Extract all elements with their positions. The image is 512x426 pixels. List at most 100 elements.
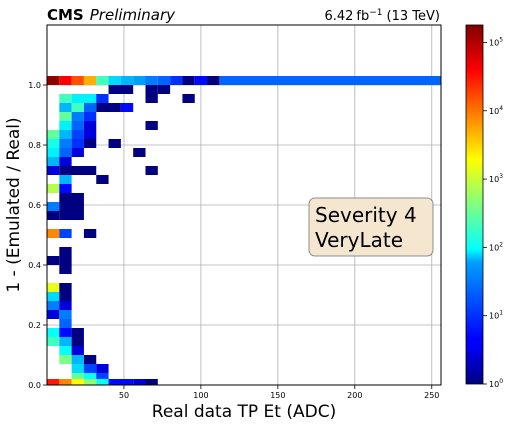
heatmap-cell [71, 373, 84, 379]
annotation-line-2: VeryLate [315, 228, 403, 252]
heatmap-cell [83, 364, 97, 373]
heatmap-cell [59, 256, 72, 265]
heatmap-cell [108, 139, 121, 148]
heatmap-cell [145, 94, 158, 103]
lumi-value: 6.42 [324, 9, 353, 24]
y-tick-label: 0.0 [28, 381, 41, 390]
heatmap-cell [207, 76, 220, 85]
heatmap-cell [133, 148, 146, 157]
heatmap-cell [145, 121, 158, 130]
heatmap-cell [83, 121, 97, 130]
heatmap-cells [47, 76, 441, 385]
heatmap-cell [71, 112, 84, 121]
heatmap-cell [108, 76, 121, 85]
heatmap-cell [83, 139, 97, 148]
heatmap-cell [47, 139, 60, 148]
heatmap-cell [47, 310, 60, 319]
heatmap-cell [96, 103, 121, 112]
heatmap-cell [83, 355, 97, 364]
heatmap-cell [83, 103, 97, 112]
annotation-box [308, 197, 434, 257]
heatmap-cell [59, 157, 72, 166]
heatmap-cell [59, 346, 72, 355]
x-tick-label: 200 [347, 391, 362, 400]
colorbar-tick-label: 103 [489, 173, 503, 184]
lumi-label: 6.42 fb−1 (13 TeV) [324, 8, 440, 24]
heatmap-cell [59, 292, 72, 301]
heatmap-cell [59, 247, 72, 256]
heatmap-cell [83, 112, 97, 121]
energy-label: (13 TeV) [387, 9, 440, 24]
heatmap-cell [59, 379, 72, 385]
heatmap-cell [120, 103, 134, 112]
heatmap-cell [59, 130, 72, 139]
heatmap-cell [47, 130, 60, 139]
heatmap-cell [47, 301, 60, 310]
heatmap-cell [59, 94, 72, 103]
y-axis-ticks: 0.0 0.2 0.4 0.6 0.8 1.0 [28, 81, 47, 390]
heatmap-cell [47, 283, 60, 292]
heatmap-cell [59, 328, 72, 337]
colorbar-tick-label: 105 [489, 36, 503, 47]
heatmap-cell [83, 76, 97, 85]
heatmap-cell [71, 76, 84, 85]
heatmap-cell [59, 121, 72, 130]
heatmap-cell [133, 76, 146, 85]
heatmap-cell [96, 94, 109, 103]
heatmap-cell [83, 130, 97, 139]
x-tick-label: 150 [270, 391, 285, 400]
heatmap-cell [83, 373, 97, 379]
heatmap-cell [47, 76, 60, 85]
heatmap-cell [71, 379, 84, 385]
heatmap-cell [157, 76, 171, 85]
heatmap-cell [182, 76, 195, 85]
colorbar-ticks: 100 101 102 103 104 105 [483, 36, 503, 389]
y-axis-title: 1 - (Emulated / Real) [4, 117, 24, 292]
heatmap-cell [59, 148, 72, 157]
heatmap-cell [59, 193, 84, 202]
heatmap-cell [108, 85, 134, 94]
heatmap-cell [59, 112, 72, 121]
heatmap-cell [47, 166, 60, 175]
heatmap-cell [47, 256, 60, 265]
heatmap-cell [47, 148, 60, 157]
heatmap-cell [47, 157, 60, 166]
heatmap-cell [59, 319, 72, 328]
heatmap-cell [59, 76, 72, 85]
heatmap-cell [71, 148, 84, 157]
heatmap-cell [59, 175, 72, 184]
colorbar [465, 24, 484, 385]
heatmap-cell [47, 229, 60, 238]
heatmap-cell [47, 379, 60, 385]
heatmap-cell [47, 202, 60, 211]
annotation-line-1: Severity 4 [315, 203, 417, 227]
heatmap-cell [59, 355, 72, 364]
heatmap-cell [96, 364, 109, 373]
heatmap-cell [59, 301, 72, 310]
colorbar-tick-label: 102 [489, 241, 503, 252]
heatmap-cell [47, 211, 60, 220]
heatmap-cell [59, 202, 84, 211]
x-tick-label: 50 [119, 391, 129, 400]
y-tick-label: 0.4 [28, 261, 41, 270]
y-tick-label: 1.0 [28, 81, 41, 90]
heatmap-cell [71, 346, 84, 355]
heatmap-cell [71, 94, 97, 103]
heatmap-cell [59, 310, 72, 319]
heatmap-cell [83, 379, 97, 385]
heatmap-cell [71, 103, 84, 112]
heatmap-cell [108, 379, 134, 385]
x-axis-ticks: 50 100 150 200 250 [119, 385, 439, 400]
heatmap-cell [133, 379, 146, 385]
x-tick-label: 100 [193, 391, 208, 400]
heatmap-cell [219, 76, 441, 85]
heatmap-cell [120, 76, 134, 85]
heatmap-cell [71, 121, 84, 130]
lumi-unit: fb [356, 9, 369, 24]
y-tick-label: 0.6 [28, 201, 41, 210]
heatmap-cell [59, 166, 97, 175]
severity-annotation: Severity 4 VeryLate [308, 197, 434, 257]
heatmap-cell [59, 229, 72, 238]
heatmap-cell [71, 328, 84, 337]
heatmap-cell [96, 379, 109, 385]
